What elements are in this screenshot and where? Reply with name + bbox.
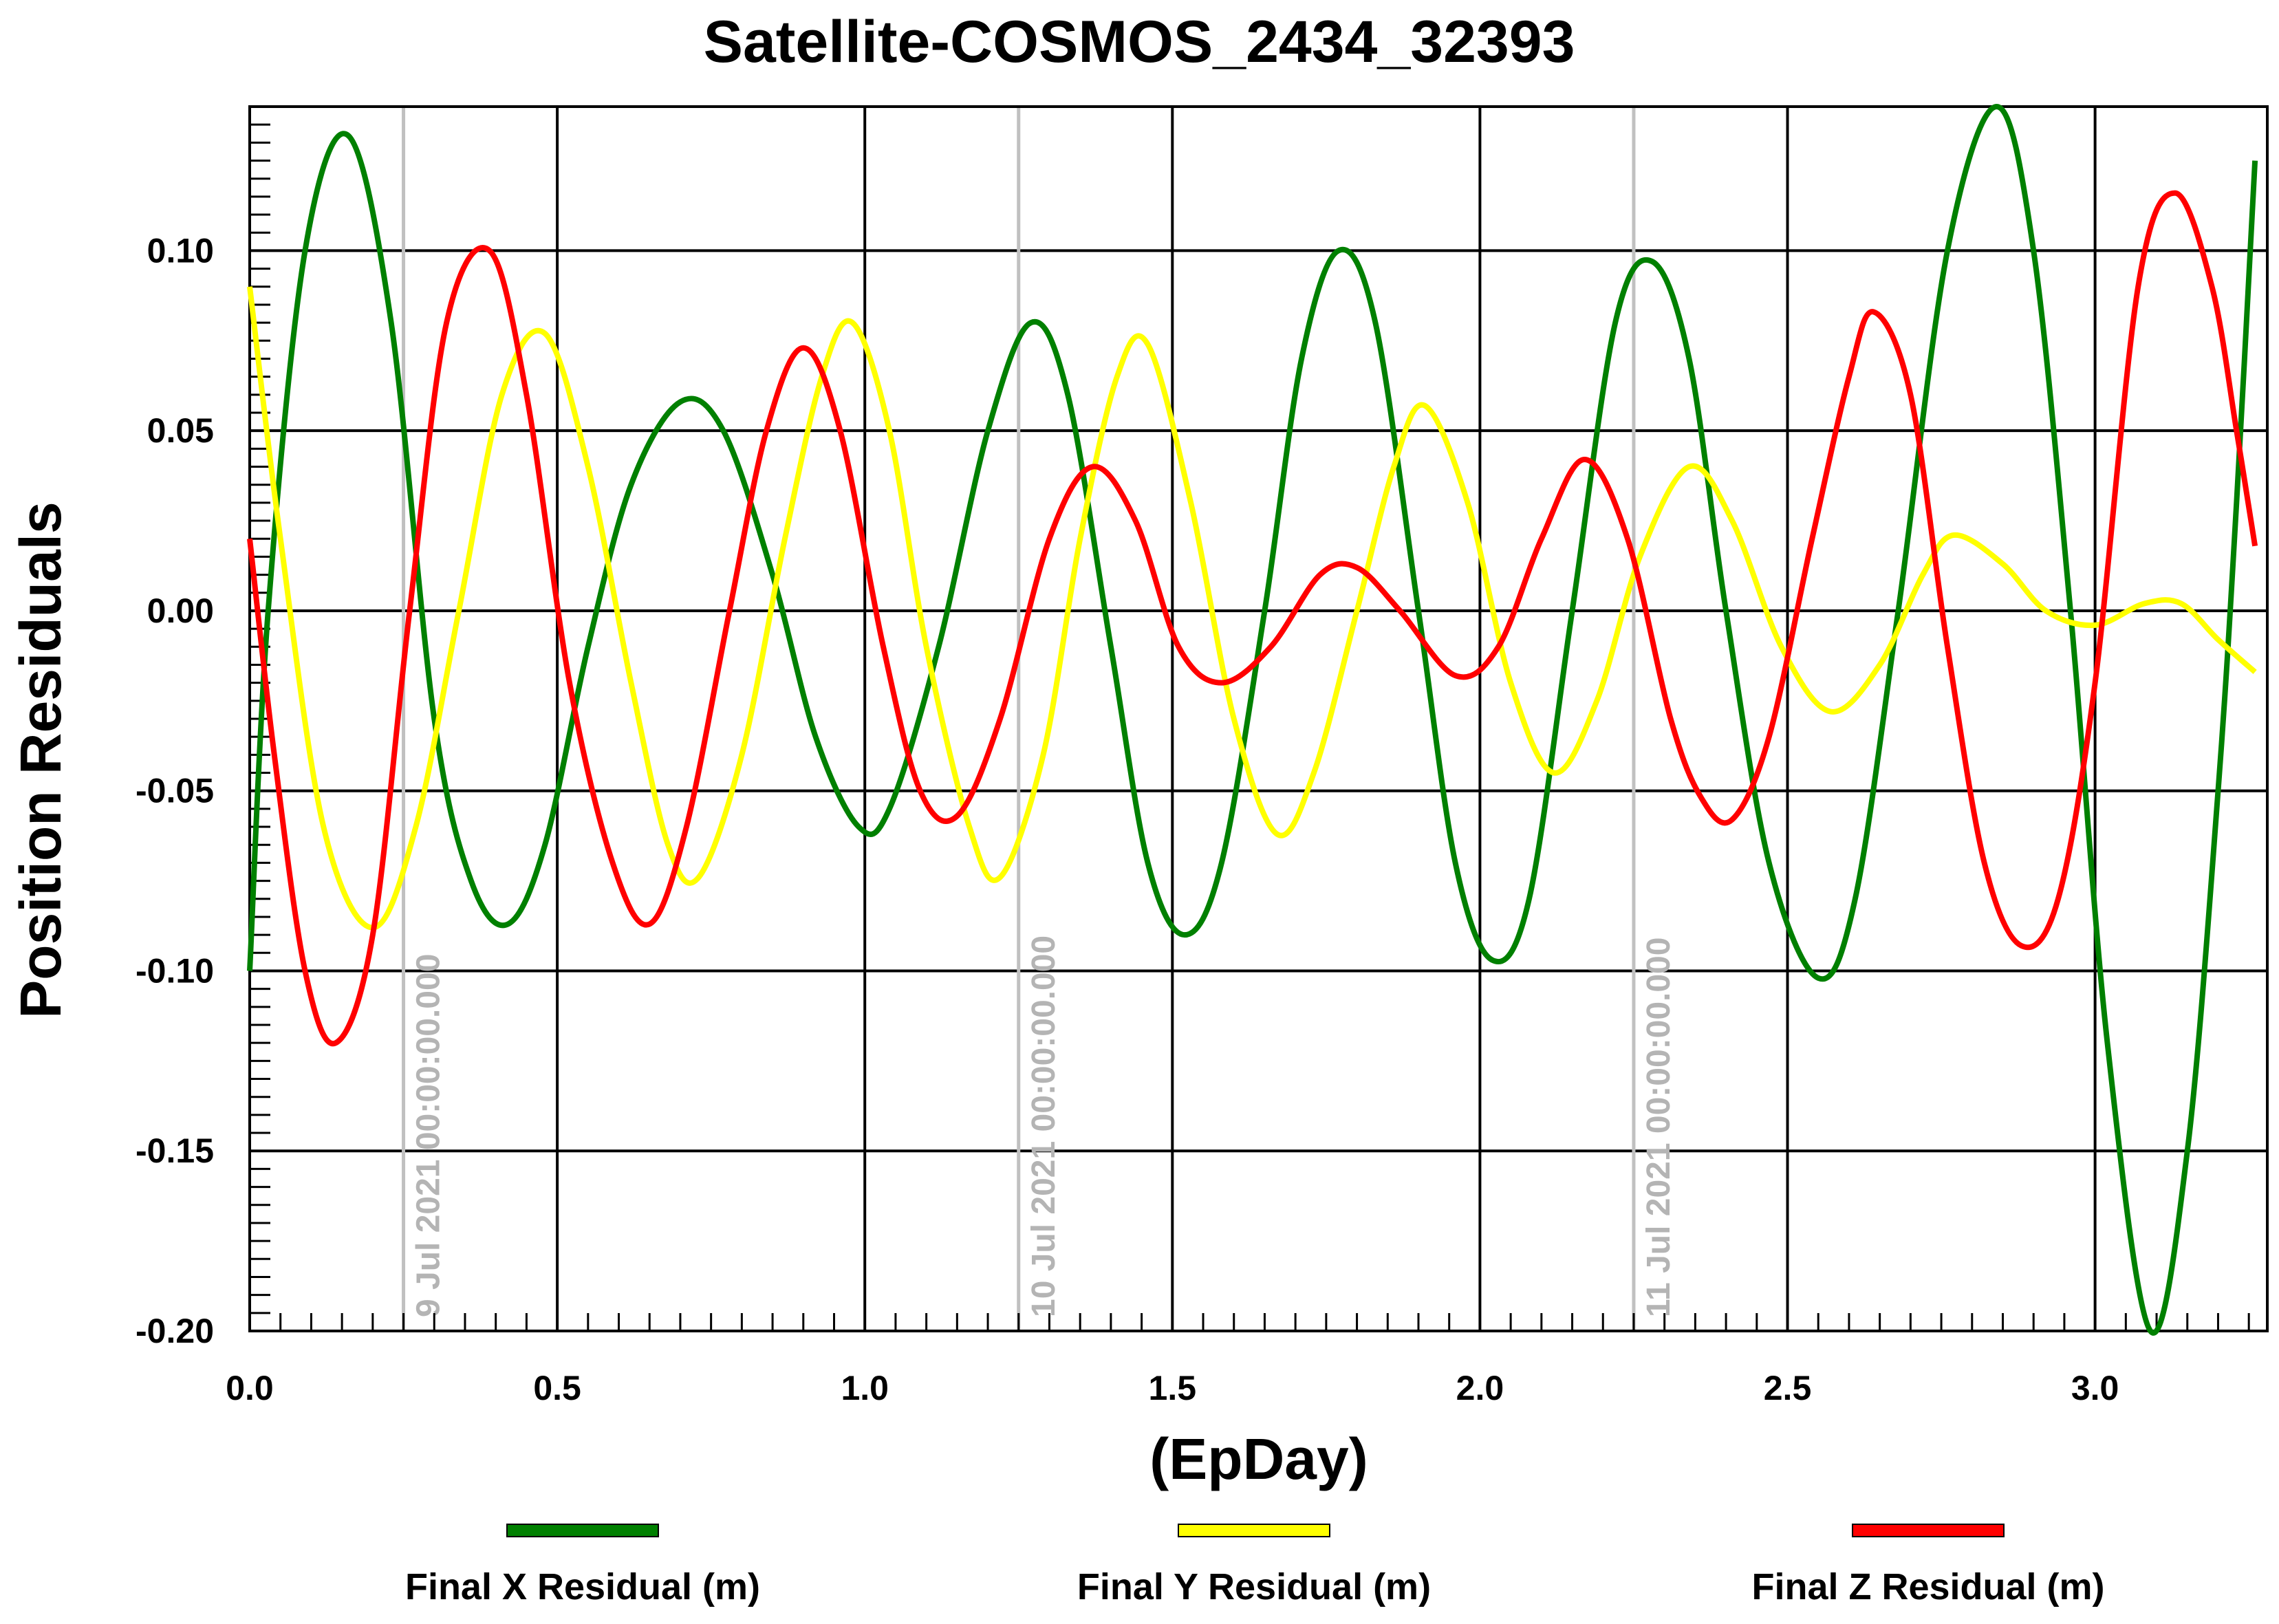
x-tick-label: 3.0 — [2071, 1369, 2119, 1407]
x-axis-label: (EpDay) — [1149, 1427, 1368, 1491]
y-tick-labels: 0.10 0.05 0.00 -0.05 -0.10 -0.15 -0.20 — [136, 231, 214, 1350]
y-axis-label: Position Residuals — [8, 501, 73, 1019]
legend-swatch-y — [1178, 1524, 1330, 1537]
legend-label-z: Final Z Residual (m) — [1751, 1566, 2104, 1607]
x-tick-label: 2.0 — [1456, 1369, 1504, 1407]
y-tick-label: -0.20 — [136, 1312, 214, 1350]
y-tick-label: -0.10 — [136, 951, 214, 990]
chart-title: Satellite-COSMOS_2434_32393 — [704, 9, 1575, 75]
x-tick-label: 1.0 — [841, 1369, 889, 1407]
legend-label-y: Final Y Residual (m) — [1077, 1566, 1431, 1607]
x-tick-label: 2.5 — [1764, 1369, 1812, 1407]
x-tick-label: 0.5 — [533, 1369, 581, 1407]
y-tick-label: 0.10 — [147, 231, 214, 270]
y-tick-label: -0.15 — [136, 1132, 214, 1170]
date-marker-label: 9 Jul 2021 00:00:00.000 — [411, 954, 447, 1317]
legend: Final X Residual (m) Final Y Residual (m)… — [405, 1524, 2105, 1607]
y-tick-label: 0.00 — [147, 592, 214, 630]
series-line-z — [247, 190, 2258, 1047]
date-markers: 9 Jul 2021 00:00:00.000 10 Jul 2021 00:00… — [402, 107, 1677, 1331]
date-marker-label: 10 Jul 2021 00:00:00.000 — [1026, 935, 1062, 1317]
y-tick-label: -0.05 — [136, 772, 214, 810]
legend-swatch-x — [506, 1524, 659, 1537]
x-tick-labels: 0.0 0.5 1.0 1.5 2.0 2.5 3.0 — [226, 1369, 2119, 1407]
x-tick-label: 0.0 — [226, 1369, 274, 1407]
series-lines — [247, 104, 2258, 1336]
x-tick-label: 1.5 — [1149, 1369, 1197, 1407]
y-tick-label: 0.05 — [147, 411, 214, 450]
date-marker-label: 11 Jul 2021 00:00:00.000 — [1641, 938, 1677, 1317]
series-line-x — [247, 104, 2258, 1336]
legend-label-x: Final X Residual (m) — [405, 1566, 760, 1607]
legend-swatch-z — [1852, 1524, 2005, 1537]
